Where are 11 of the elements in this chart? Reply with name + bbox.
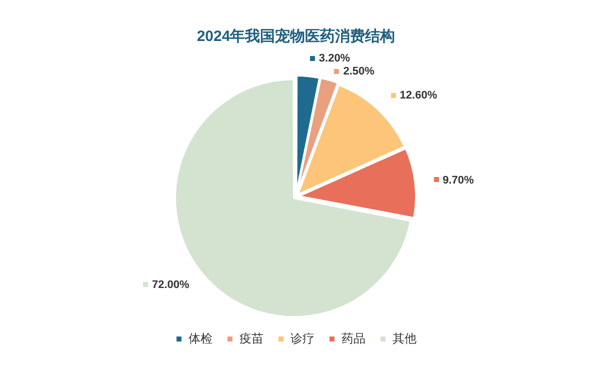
chart-title: 2024年我国宠物医药消费结构 [196, 27, 396, 46]
data-label: 72.00% [152, 278, 190, 291]
legend-label: 其他 [392, 331, 416, 346]
data-label: 9.70% [442, 174, 474, 186]
data-label: 3.20% [318, 52, 350, 65]
data-label: 2.50% [343, 66, 375, 78]
data-label: 12.60% [400, 90, 438, 102]
legend-label: 诊疗 [290, 331, 314, 346]
legend-label: 药品 [342, 331, 366, 346]
legend-label: 疫苗 [240, 331, 264, 346]
legend-label: 体检 [188, 331, 212, 346]
